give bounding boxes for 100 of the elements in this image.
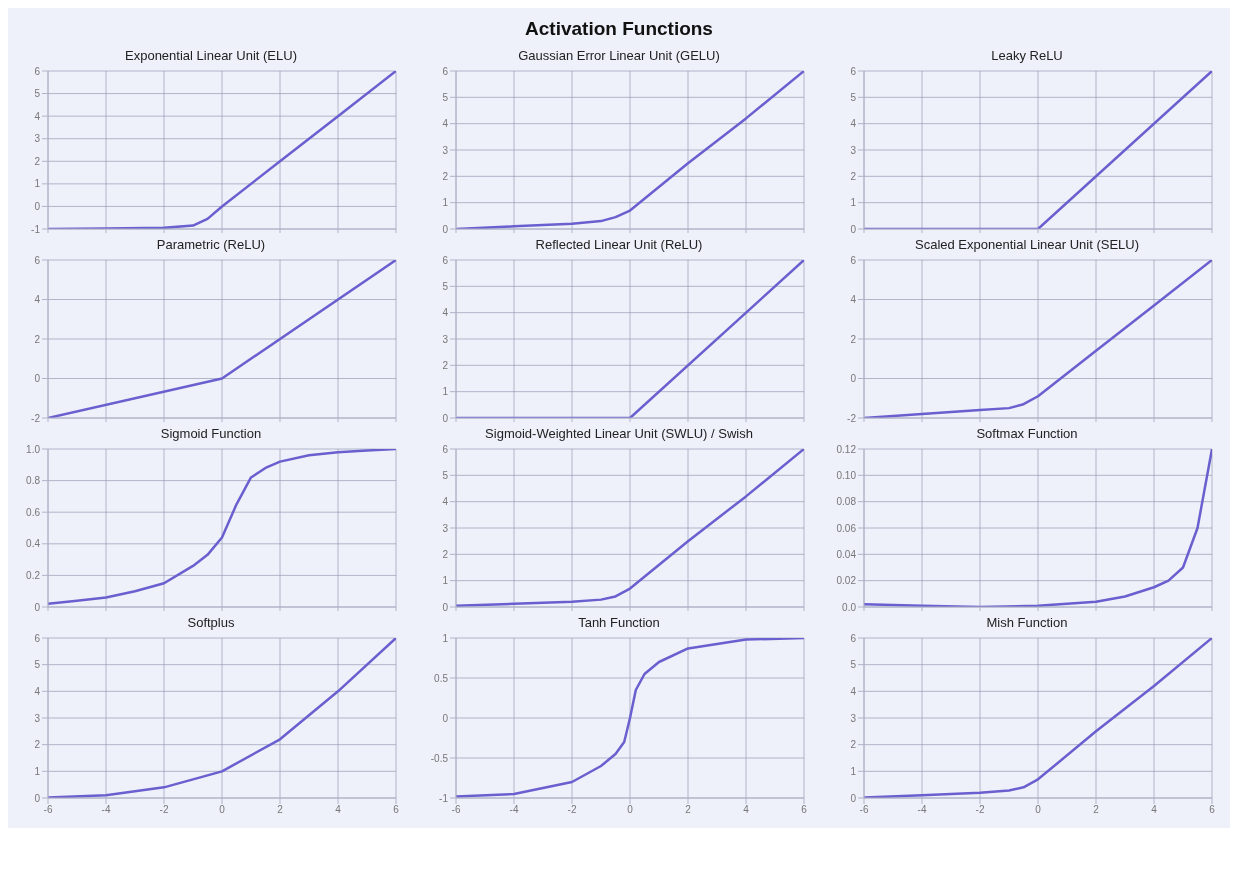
y-tick-label: 0 [442, 712, 449, 724]
x-tick-label: -2 [567, 804, 577, 816]
x-tick-label: 6 [801, 804, 808, 816]
y-tick-label: 4 [34, 294, 41, 306]
y-tick-label: 0 [34, 601, 41, 613]
y-tick-label: 3 [34, 133, 41, 145]
y-tick-label: 0.06 [836, 522, 857, 534]
y-tick-label: 6 [34, 632, 41, 644]
y-tick-label: 3 [442, 522, 449, 534]
y-tick-label: 0.5 [434, 672, 449, 684]
y-tick-label: 4 [850, 685, 857, 697]
y-tick-label: 0 [850, 223, 857, 235]
y-tick-label: 0.04 [836, 548, 857, 560]
chart-title: Reflected Linear Unit (ReLU) [535, 237, 703, 252]
y-tick-label: 0.2 [26, 569, 41, 581]
y-tick-label: 2 [850, 333, 857, 345]
y-tick-label: 5 [442, 280, 449, 292]
x-tick-label: 2 [277, 804, 284, 816]
chart-title: Parametric (ReLU) [156, 237, 266, 252]
x-tick-label: -6 [451, 804, 461, 816]
x-tick-label: -4 [509, 804, 519, 816]
chart-title: Gaussian Error Linear Unit (GELU) [518, 48, 720, 63]
y-tick-label: 4 [850, 118, 857, 130]
y-tick-label: 0.02 [836, 575, 857, 587]
y-tick-label: 5 [850, 659, 857, 671]
y-tick-label: 1 [442, 575, 449, 587]
y-tick-label: 0 [34, 200, 41, 212]
y-tick-label: 6 [442, 443, 449, 455]
chart-title: Softmax Function [976, 426, 1078, 441]
y-tick-label: 1 [442, 632, 449, 644]
y-tick-label: 2 [442, 359, 449, 371]
y-tick-label: 0 [34, 373, 41, 385]
y-tick-label: 4 [442, 307, 449, 319]
chart-title: Leaky ReLU [991, 48, 1063, 63]
y-tick-label: 3 [34, 712, 41, 724]
y-tick-label: 1 [850, 765, 857, 777]
y-tick-label: 0 [850, 373, 857, 385]
y-tick-label: 0 [442, 223, 449, 235]
y-tick-label: 4 [442, 496, 449, 508]
x-tick-label: 6 [393, 804, 400, 816]
y-tick-label: 3 [850, 144, 857, 156]
y-tick-label: 0 [34, 792, 41, 804]
x-tick-label: -4 [101, 804, 111, 816]
y-tick-label: 5 [442, 91, 449, 103]
y-tick-label: 3 [850, 712, 857, 724]
y-tick-label: -0.5 [430, 752, 449, 764]
y-tick-label: 2 [442, 170, 449, 182]
y-tick-label: 6 [850, 254, 857, 266]
chart-title: Sigmoid Function [160, 426, 262, 441]
y-tick-label: 6 [850, 632, 857, 644]
y-tick-label: 1.0 [26, 443, 41, 455]
x-tick-label: 2 [685, 804, 692, 816]
text: Activation Functions [524, 18, 714, 40]
x-tick-label: -2 [159, 804, 169, 816]
chart-title: Sigmoid-Weighted Linear Unit (SWLU) / Swish [485, 426, 753, 441]
x-tick-label: -2 [975, 804, 985, 816]
y-tick-label: 2 [442, 548, 449, 560]
y-tick-label: 0 [442, 412, 449, 424]
y-tick-label: 0.10 [836, 469, 857, 481]
y-tick-label: 3 [442, 333, 449, 345]
x-tick-label: 0 [627, 804, 634, 816]
y-tick-label: -2 [31, 412, 41, 424]
y-tick-label: 2 [34, 739, 41, 751]
y-tick-label: 0.0 [842, 601, 857, 613]
y-tick-label: 2 [850, 739, 857, 751]
x-tick-label: 4 [743, 804, 750, 816]
y-tick-label: 6 [850, 65, 857, 77]
y-tick-label: -1 [31, 223, 41, 235]
y-tick-label: 1 [850, 197, 857, 209]
y-tick-label: 4 [442, 118, 449, 130]
y-tick-label: 1 [442, 386, 449, 398]
chart-title: Scaled Exponential Linear Unit (SELU) [914, 237, 1139, 252]
x-tick-label: -6 [859, 804, 869, 816]
x-tick-label: 6 [1209, 804, 1216, 816]
y-tick-label: 4 [850, 294, 857, 306]
y-tick-label: 2 [34, 333, 41, 345]
y-tick-label: 1 [34, 178, 41, 190]
x-tick-label: 4 [335, 804, 342, 816]
y-tick-label: 0 [442, 601, 449, 613]
y-tick-label: 0.08 [836, 496, 857, 508]
y-tick-label: 0.6 [26, 506, 41, 518]
chart-title: Tanh Function [578, 615, 660, 630]
y-tick-label: 1 [34, 765, 41, 777]
y-tick-label: 0.4 [26, 538, 41, 550]
y-tick-label: 6 [34, 65, 41, 77]
y-tick-label: 0.8 [26, 475, 41, 487]
y-tick-label: 4 [34, 685, 41, 697]
x-tick-label: 0 [1035, 804, 1042, 816]
y-tick-label: 2 [850, 170, 857, 182]
y-tick-label: 5 [442, 469, 449, 481]
x-tick-label: -6 [43, 804, 53, 816]
y-tick-label: 4 [34, 110, 41, 122]
x-tick-label: 2 [1093, 804, 1100, 816]
y-tick-label: -2 [847, 412, 857, 424]
chart-title: Softplus [187, 615, 235, 630]
y-tick-label: 6 [34, 254, 41, 266]
chart-title: Exponential Linear Unit (ELU) [125, 48, 297, 63]
y-tick-label: 0 [850, 792, 857, 804]
y-tick-label: 0.12 [836, 443, 857, 455]
x-tick-label: 4 [1151, 804, 1158, 816]
